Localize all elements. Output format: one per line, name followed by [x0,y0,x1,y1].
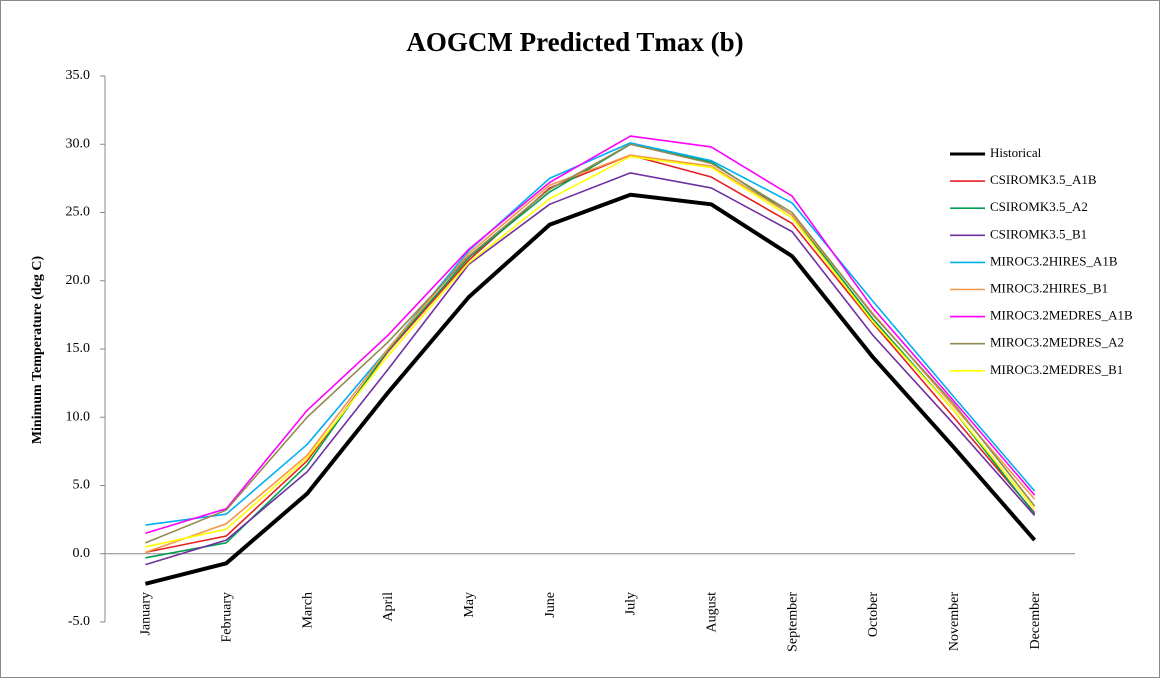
legend-label: MIROC3.2HIRES_B1 [990,280,1108,295]
x-tick-label: September [785,592,800,652]
legend-label: CSIROMK3.5_A2 [990,199,1088,214]
series-line [145,154,1036,554]
series-line [145,135,1036,535]
y-axis-label: Minimum Temperature (deg C) [30,255,45,444]
x-tick-label: October [866,592,881,637]
series-line [145,143,1036,544]
series-line [145,172,1036,566]
y-tick-label: 0.0 [73,546,91,561]
x-tick-label: March [300,592,315,629]
y-tick-label: 35.0 [66,68,91,83]
legend-label: CSIROMK3.5_A1B [990,172,1097,187]
legend-label: MIROC3.2HIRES_A1B [990,253,1118,268]
legend-label: MIROC3.2MEDRES_A1B [990,308,1133,323]
legend-label: CSIROMK3.5_B1 [990,226,1087,241]
y-tick-label: 5.0 [73,478,91,493]
x-tick-label: April [381,592,396,622]
x-tick-label: May [462,592,477,618]
legend-label: MIROC3.2MEDRES_A2 [990,335,1124,350]
x-tick-label: November [947,592,962,651]
x-tick-label: December [1028,592,1043,650]
y-tick-label: 30.0 [66,136,91,151]
legend-label: Historical [990,145,1042,160]
series-line [144,192,1037,586]
y-tick-label: 20.0 [66,273,91,288]
x-tick-label: February [219,592,234,643]
series-line [145,155,1036,548]
x-tick-label: June [543,592,558,618]
y-tick-label: 25.0 [66,205,91,220]
series-line [145,142,1036,526]
series-line [145,143,1036,559]
y-tick-label: 10.0 [66,409,91,424]
x-tick-label: July [624,592,639,615]
y-tick-label: -5.0 [68,614,90,629]
x-tick-label: January [139,592,154,636]
legend-label: MIROC3.2MEDRES_B1 [990,362,1123,377]
x-tick-label: August [704,592,719,633]
y-tick-label: 15.0 [66,341,91,356]
chart-title: AOGCM Predicted Tmax (b) [406,27,743,57]
